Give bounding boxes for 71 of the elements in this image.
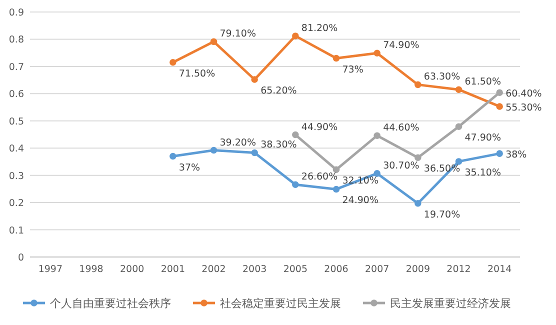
point — [292, 181, 299, 188]
x-tick-label: 2005 — [283, 264, 308, 275]
data-label: 24.90% — [342, 195, 378, 206]
y-tick-label: 0.9 — [8, 8, 24, 18]
point — [332, 166, 340, 173]
point — [496, 103, 503, 110]
x-tick-label: 2000 — [120, 264, 144, 275]
data-label: 44.60% — [383, 122, 420, 134]
data-label: 30.70% — [383, 160, 420, 172]
y-tick-label: 0.8 — [8, 34, 24, 46]
point — [496, 150, 503, 157]
data-label: 39.20% — [220, 137, 256, 148]
y-tick-label: 0.2 — [8, 198, 24, 210]
point — [292, 131, 299, 138]
data-label: 79.10% — [220, 28, 256, 40]
x-tick-label: 2007 — [364, 264, 390, 275]
data-label: 71.50% — [178, 68, 216, 80]
point — [332, 186, 340, 193]
data-label: 47.90% — [464, 132, 501, 144]
point — [374, 50, 380, 56]
point — [210, 146, 218, 154]
point — [496, 89, 503, 96]
data-label: 61.50% — [464, 76, 501, 88]
y-tick-label: 0.7 — [8, 62, 24, 73]
point — [455, 158, 462, 165]
data-label: 38.30% — [260, 140, 297, 151]
x-tick-label: 2009 — [406, 264, 430, 275]
data-label: 74.90% — [383, 40, 420, 52]
point — [251, 149, 258, 156]
y-tick-label: 0.3 — [8, 170, 24, 182]
data-label: 81.20% — [301, 22, 338, 34]
x-tick-label: 2003 — [242, 264, 267, 275]
point — [170, 58, 176, 66]
x-tick-label: 2012 — [446, 264, 471, 275]
point — [332, 54, 340, 62]
data-label: 73% — [342, 64, 364, 76]
data-label: 26.60% — [301, 172, 338, 183]
x-tick-label: 2014 — [487, 264, 512, 275]
point — [374, 170, 380, 177]
point — [210, 38, 218, 46]
x-tick-label: 1997 — [38, 264, 63, 275]
data-label: 55.30% — [506, 102, 542, 114]
y-tick-label: 0 — [18, 252, 24, 264]
data-label: 35.10% — [464, 167, 501, 178]
x-tick-label: 1998 — [79, 264, 104, 275]
data-label: 63.30% — [424, 72, 460, 83]
x-tick-label: 2001 — [160, 264, 186, 275]
point — [414, 200, 422, 207]
data-label: 65.20% — [260, 86, 297, 97]
y-tick-label: 0.6 — [8, 89, 24, 100]
y-tick-label: 0.1 — [8, 225, 24, 236]
point — [414, 154, 422, 162]
point — [455, 86, 462, 93]
legend-label: 个人自由重要过社会秩序 — [50, 297, 171, 310]
x-tick-label: 2006 — [324, 264, 348, 275]
data-label: 60.40% — [506, 88, 542, 100]
point — [414, 81, 422, 88]
point — [292, 32, 299, 40]
data-label: 37% — [178, 162, 200, 174]
y-tick-label: 0.5 — [8, 116, 24, 128]
data-label: 44.90% — [301, 122, 338, 133]
data-label: 19.70% — [424, 209, 460, 220]
point — [455, 123, 462, 130]
x-tick-label: 2002 — [202, 264, 226, 275]
data-label: 38% — [506, 150, 527, 161]
point — [170, 152, 176, 160]
point — [374, 132, 380, 139]
legend-label: 民主发展重要过经济发展 — [390, 297, 511, 310]
point — [251, 76, 258, 83]
legend-label: 社会稳定重要过民主发展 — [220, 297, 341, 310]
y-tick-label: 0.4 — [8, 144, 24, 155]
